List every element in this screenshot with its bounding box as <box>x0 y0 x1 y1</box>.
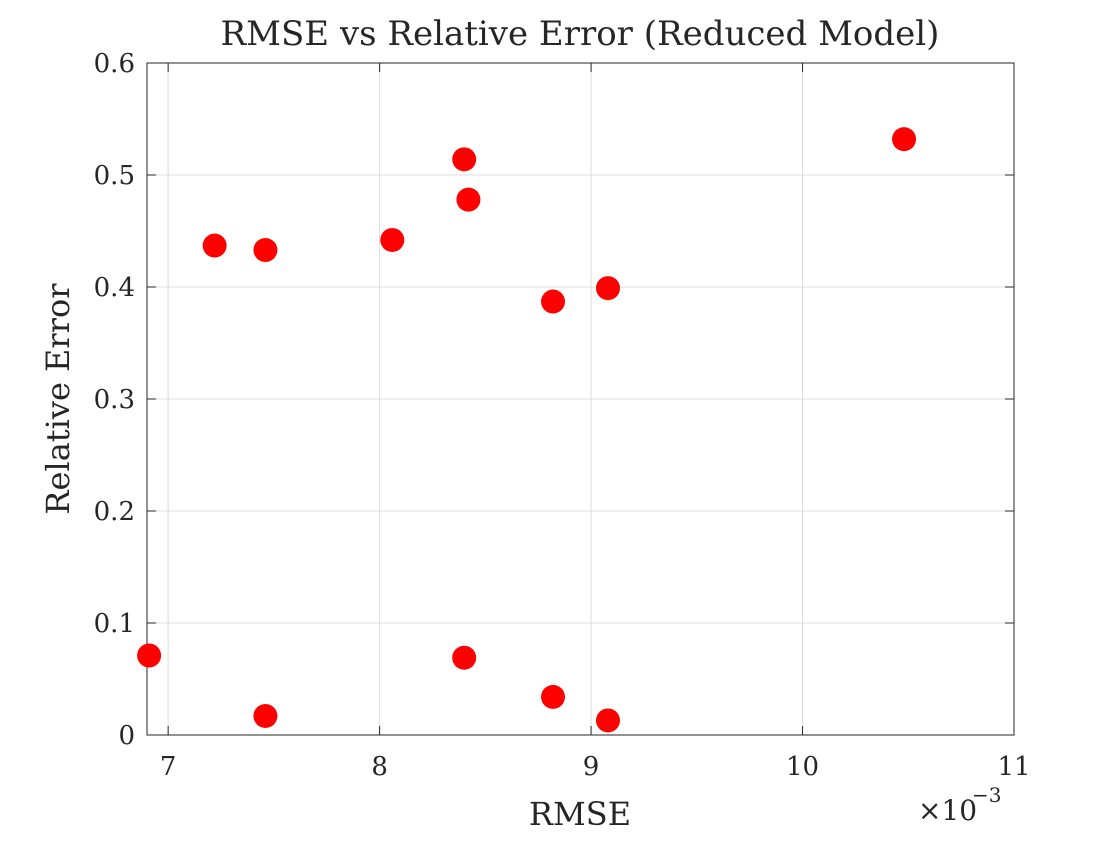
y-tick-label: 0.3 <box>94 385 135 415</box>
x-tick-label: 10 <box>786 752 819 782</box>
y-tick-label: 0.6 <box>94 49 135 79</box>
grid-lines <box>147 63 1014 735</box>
data-points <box>137 127 917 733</box>
x-tick-label: 9 <box>583 752 600 782</box>
x-axis-label: RMSE <box>529 795 631 833</box>
axis-ticks <box>147 62 1015 736</box>
x-axis-exponent-base: ×10 <box>918 794 977 827</box>
scatter-point <box>253 238 278 263</box>
scatter-point <box>452 147 477 172</box>
y-tick-labels: 0 0.1 0.2 0.3 0.4 0.5 0.6 <box>94 49 135 751</box>
scatter-point <box>595 276 620 301</box>
scatter-point <box>137 643 162 668</box>
scatter-point <box>456 187 481 212</box>
scatter-point <box>452 645 477 670</box>
x-tick-label: 8 <box>371 752 388 782</box>
scatter-point <box>892 127 917 152</box>
y-tick-label: 0 <box>118 721 135 751</box>
scatter-point <box>253 703 278 728</box>
y-tick-label: 0.1 <box>94 609 135 639</box>
scatter-point <box>202 233 227 258</box>
x-tick-label: 7 <box>160 752 177 782</box>
scatter-point <box>541 684 566 709</box>
chart-title: RMSE vs Relative Error (Reduced Model) <box>221 14 940 54</box>
x-tick-labels: 7 8 9 10 11 <box>160 752 1031 782</box>
y-tick-label: 0.4 <box>94 273 135 303</box>
scatter-point <box>541 289 566 314</box>
y-tick-label: 0.2 <box>94 497 135 527</box>
scatter-point <box>595 708 620 733</box>
scatter-point <box>380 227 405 252</box>
x-axis-exponent-power: −3 <box>972 783 1001 807</box>
y-tick-label: 0.5 <box>94 161 135 191</box>
x-tick-label: 11 <box>997 752 1030 782</box>
x-axis-exponent: ×10 −3 <box>918 783 1001 827</box>
y-axis-label: Relative Error <box>39 283 77 515</box>
